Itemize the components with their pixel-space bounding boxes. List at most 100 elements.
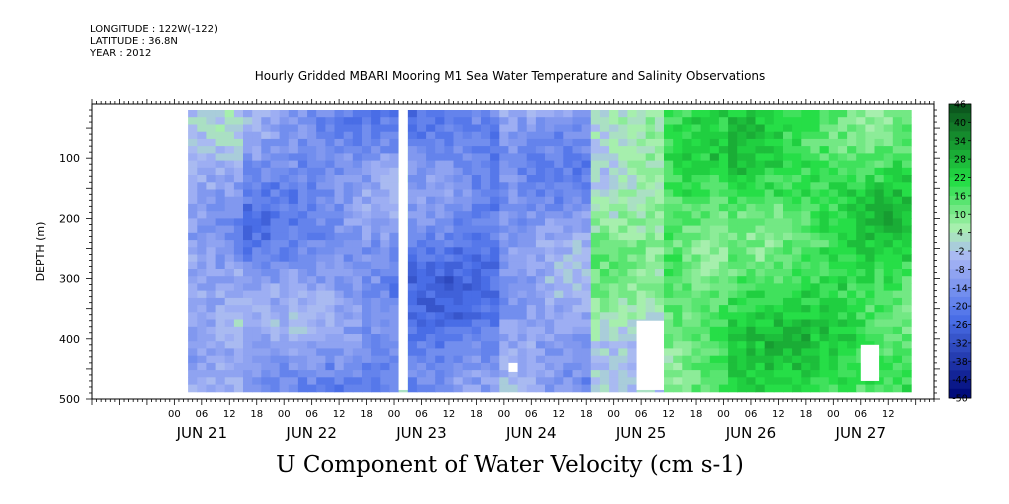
heatmap-cell xyxy=(773,196,784,205)
heatmap-cell xyxy=(892,290,903,299)
heatmap-cell xyxy=(243,117,253,125)
heatmap-cell xyxy=(673,160,683,169)
heatmap-cell xyxy=(892,153,903,162)
heatmap-cell xyxy=(883,240,894,248)
heatmap-cell xyxy=(874,110,885,118)
heatmap-cell xyxy=(499,283,509,292)
heatmap-cell xyxy=(389,131,400,140)
heatmap-cell xyxy=(883,326,894,335)
colorbar-bin xyxy=(949,342,971,353)
heatmap-cell xyxy=(499,290,509,299)
heatmap-cell xyxy=(371,153,381,162)
heatmap-cell xyxy=(599,175,610,183)
heatmap-cell xyxy=(197,319,207,328)
heatmap-cell xyxy=(892,334,903,342)
heatmap-cell xyxy=(288,153,299,162)
heatmap-cell xyxy=(288,182,299,190)
heatmap-cell xyxy=(783,138,793,147)
heatmap-cell xyxy=(444,297,455,306)
heatmap-cell xyxy=(535,240,546,248)
heatmap-cell xyxy=(206,370,217,378)
heatmap-cell xyxy=(883,110,894,118)
heatmap-cell xyxy=(645,232,656,241)
heatmap-cell xyxy=(691,146,702,154)
heatmap-cell xyxy=(261,348,271,357)
heatmap-cell xyxy=(801,312,811,320)
heatmap-cell xyxy=(343,232,354,241)
heatmap-cell xyxy=(627,254,638,263)
heatmap-cell xyxy=(517,355,528,364)
heatmap-cell xyxy=(737,110,747,118)
heatmap-cell xyxy=(599,312,610,320)
heatmap-cell xyxy=(188,182,198,190)
heatmap-cell xyxy=(801,254,811,263)
heatmap-cell xyxy=(343,269,354,277)
heatmap-cell xyxy=(435,334,445,342)
heatmap-cell xyxy=(197,110,207,118)
heatmap-cell xyxy=(545,348,555,357)
heatmap-cell xyxy=(453,189,464,198)
heatmap-cell xyxy=(691,175,702,183)
heatmap-cell xyxy=(654,189,665,198)
heatmap-cell xyxy=(471,283,482,292)
heatmap-cell xyxy=(581,247,592,255)
heatmap-cell xyxy=(490,276,500,284)
heatmap-cell xyxy=(563,348,573,357)
heatmap-cell xyxy=(481,261,491,270)
heatmap-cell xyxy=(755,247,766,255)
heatmap-cell xyxy=(481,117,491,125)
colorbar-tick-label: -50 xyxy=(952,394,968,405)
heatmap-cell xyxy=(407,261,418,270)
heatmap-cell xyxy=(206,117,217,125)
heatmap-cell xyxy=(792,203,802,212)
colorbar-tick-label: 16 xyxy=(954,191,966,202)
heatmap-cell xyxy=(416,124,427,133)
heatmap-cell xyxy=(563,276,573,284)
heatmap-cell xyxy=(481,124,491,133)
heatmap-cell xyxy=(682,362,692,371)
heatmap-cell xyxy=(746,377,757,385)
heatmap-cell xyxy=(453,269,464,277)
heatmap-cell xyxy=(718,348,729,357)
heatmap-cell xyxy=(764,355,775,364)
heatmap-cell xyxy=(252,297,262,306)
heatmap-cell xyxy=(783,240,793,248)
heatmap-cell xyxy=(307,247,317,255)
heatmap-cell xyxy=(755,326,766,335)
heatmap-cell xyxy=(691,124,702,133)
heatmap-cell xyxy=(316,334,326,342)
heatmap-cell xyxy=(572,305,583,313)
heatmap-cell xyxy=(416,377,427,385)
heatmap-cell xyxy=(416,131,427,140)
heatmap-cell xyxy=(874,377,885,385)
heatmap-cell xyxy=(837,203,848,212)
heatmap-cell xyxy=(407,240,418,248)
heatmap-cell xyxy=(792,334,802,342)
heatmap-cell xyxy=(865,326,876,335)
heatmap-cell xyxy=(581,240,592,248)
heatmap-cell xyxy=(261,326,271,335)
heatmap-cell xyxy=(801,362,811,371)
heatmap-cell xyxy=(481,182,491,190)
heatmap-cell xyxy=(526,189,537,198)
heatmap-cell xyxy=(371,312,381,320)
heatmap-cell xyxy=(563,218,573,227)
heatmap-cell xyxy=(362,146,372,154)
heatmap-cell xyxy=(737,362,747,371)
heatmap-cell xyxy=(599,261,610,270)
heatmap-cell xyxy=(810,189,821,198)
heatmap-cell xyxy=(874,240,885,248)
heatmap-cell xyxy=(270,319,281,328)
heatmap-cell xyxy=(380,370,390,378)
heatmap-cell xyxy=(636,110,647,118)
heatmap-cell xyxy=(453,131,464,140)
heatmap-cell xyxy=(746,261,757,270)
heatmap-cell xyxy=(709,175,720,183)
heatmap-cell xyxy=(444,341,455,349)
x-day-label: JUN 23 xyxy=(395,424,446,442)
heatmap-cell xyxy=(499,146,509,154)
heatmap-cell xyxy=(261,341,271,349)
heatmap-cell xyxy=(801,175,811,183)
heatmap-cell xyxy=(801,261,811,270)
heatmap-cell xyxy=(389,196,400,205)
